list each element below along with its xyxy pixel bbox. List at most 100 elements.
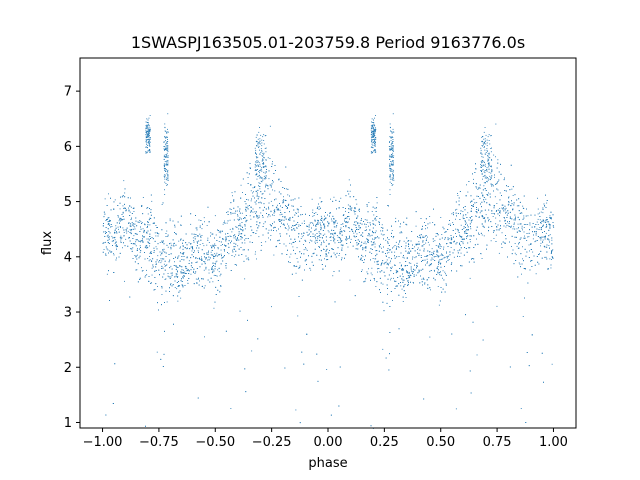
data-point — [471, 208, 472, 210]
data-point — [178, 281, 179, 282]
data-point — [151, 260, 152, 262]
data-point — [193, 270, 194, 272]
data-point — [545, 220, 547, 222]
data-point — [315, 224, 317, 225]
data-point — [511, 253, 513, 255]
data-point — [147, 241, 149, 243]
data-point — [456, 270, 458, 272]
data-point — [546, 224, 547, 225]
data-point — [278, 178, 280, 180]
data-point — [318, 246, 320, 247]
data-point — [332, 275, 334, 277]
data-point — [391, 251, 393, 253]
data-point — [114, 229, 116, 231]
data-point — [348, 212, 350, 213]
data-point — [511, 188, 513, 190]
data-point — [107, 242, 109, 243]
data-point — [238, 235, 239, 236]
data-point — [430, 289, 431, 291]
data-point — [199, 258, 200, 260]
data-point — [365, 246, 367, 248]
data-point — [443, 246, 445, 248]
data-point — [535, 224, 537, 225]
data-point — [256, 200, 257, 202]
data-point — [188, 242, 190, 244]
data-point — [183, 252, 184, 254]
data-point — [206, 252, 207, 254]
data-point — [312, 253, 314, 255]
data-point — [549, 258, 551, 260]
data-point — [430, 259, 432, 261]
data-point — [213, 270, 215, 272]
data-point — [354, 236, 356, 238]
data-point — [175, 265, 177, 267]
data-point — [442, 288, 444, 290]
data-point — [280, 193, 282, 195]
data-point — [320, 255, 321, 257]
data-point — [168, 276, 170, 278]
data-point — [463, 207, 464, 209]
data-point — [399, 241, 400, 243]
data-point — [456, 228, 458, 230]
data-point — [110, 251, 112, 253]
data-point — [252, 192, 253, 194]
data-point — [402, 273, 403, 275]
data-point — [232, 249, 233, 251]
data-point — [103, 216, 105, 218]
data-point — [345, 195, 347, 197]
data-point — [464, 206, 466, 207]
data-point — [177, 271, 178, 273]
data-point — [355, 199, 357, 201]
data-point — [161, 229, 163, 231]
data-point — [433, 269, 435, 271]
data-point — [504, 219, 506, 221]
data-point — [214, 243, 216, 245]
data-point — [361, 223, 363, 225]
data-point — [248, 173, 250, 175]
data-point — [268, 214, 270, 215]
data-point — [452, 212, 454, 214]
data-point — [330, 414, 332, 416]
data-point — [238, 233, 240, 235]
data-point — [383, 271, 385, 273]
data-point — [391, 230, 393, 231]
data-point — [497, 189, 499, 191]
data-point — [475, 215, 477, 217]
data-point — [330, 236, 332, 238]
data-point — [289, 218, 291, 220]
data-point — [333, 271, 335, 272]
data-point — [414, 246, 415, 248]
data-point — [218, 230, 219, 231]
data-point — [164, 330, 165, 332]
data-point — [537, 261, 539, 263]
data-point — [225, 236, 227, 238]
data-point — [523, 224, 525, 225]
data-point — [339, 230, 341, 232]
data-point — [170, 272, 172, 274]
data-point — [151, 253, 152, 254]
data-point — [234, 191, 236, 193]
data-point — [457, 195, 459, 196]
data-point — [213, 307, 215, 309]
data-point — [383, 238, 384, 240]
data-point — [451, 270, 452, 272]
data-point — [216, 275, 218, 277]
data-point — [373, 232, 374, 234]
data-point — [210, 277, 212, 279]
data-point — [112, 245, 113, 246]
data-point — [473, 235, 475, 237]
data-point — [119, 218, 121, 220]
data-point — [240, 229, 242, 231]
data-point — [164, 302, 165, 303]
data-point — [130, 223, 131, 225]
data-point — [237, 206, 239, 208]
data-point — [295, 241, 296, 242]
data-point — [354, 208, 356, 210]
data-point — [219, 291, 221, 293]
data-point — [230, 202, 232, 204]
data-point — [437, 271, 439, 273]
data-point — [117, 226, 119, 228]
data-point — [459, 249, 460, 251]
data-point — [214, 263, 216, 264]
data-point — [284, 227, 286, 229]
